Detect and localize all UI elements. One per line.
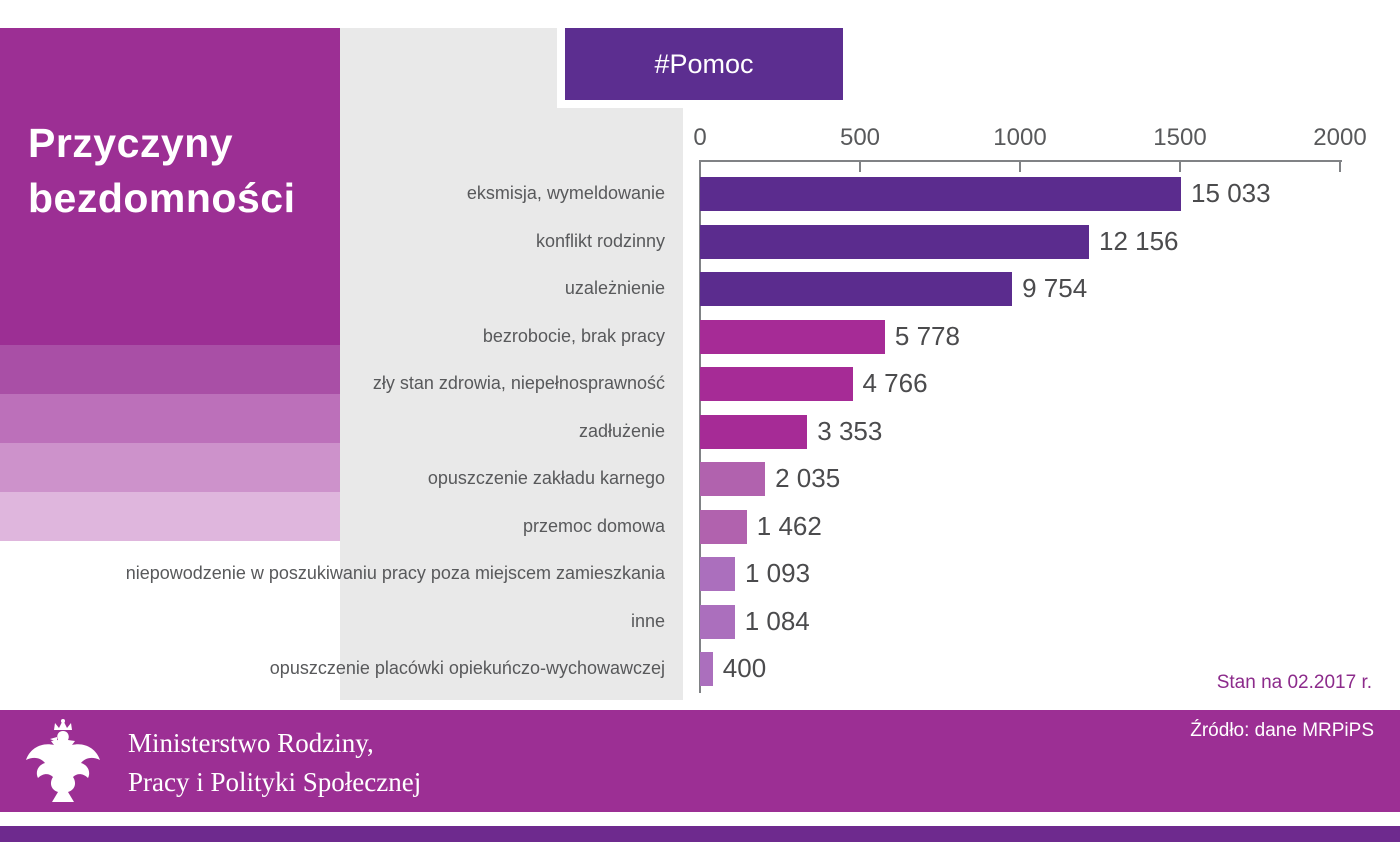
chart-row: przemoc domowa 1 462 <box>0 503 1400 551</box>
chart-row: zły stan zdrowia, niepełnosprawność 4 766 <box>0 360 1400 408</box>
category-label: inne <box>630 610 665 631</box>
chart-row: konflikt rodzinny 12 156 <box>0 218 1400 266</box>
value-label: 3 353 <box>817 415 883 446</box>
value-label: 9 754 <box>1022 273 1088 304</box>
category-label: zadłużenie <box>578 420 665 441</box>
bar <box>700 462 766 496</box>
axis-tick-label: 1500 <box>1153 124 1207 151</box>
category-label: niepowodzenie w poszukiwaniu pracy poza … <box>125 563 665 584</box>
decorative-stripe <box>0 443 340 492</box>
decorative-stripe <box>0 345 340 394</box>
bar <box>700 224 1089 259</box>
axis-tick-label: 0 <box>693 124 707 151</box>
ministry-line2: Pracy i Polityki Społecznej <box>128 767 422 798</box>
polish-eagle-emblem-icon <box>24 718 102 809</box>
bottom-accent-strip <box>0 826 1400 842</box>
category-label: bezrobocie, brak pracy <box>482 325 665 346</box>
title-panel: Przyczyny bezdomności <box>0 28 340 345</box>
axis-tick-label: 1000 <box>993 124 1047 151</box>
chart-row: uzależnienie 9 754 <box>0 265 1400 313</box>
value-label: 1 093 <box>744 558 811 589</box>
value-label: 5 778 <box>894 320 960 351</box>
value-label: 1 084 <box>744 605 810 636</box>
bar <box>700 414 808 449</box>
status-note: Stan na 02.2017 r. <box>1216 672 1372 693</box>
title-line2: bezdomności <box>28 175 296 222</box>
axis-tick-mark <box>1019 160 1021 172</box>
title-line1: Przyczyny <box>28 120 234 166</box>
decorative-stripe <box>0 492 340 541</box>
chart-row: opuszczenie placówki opiekuńczo-wychowaw… <box>0 645 1400 693</box>
category-label: eksmisja, wymeldowanie <box>466 183 665 204</box>
page-title: Przyczyny bezdomności <box>28 116 295 227</box>
bar <box>700 604 735 639</box>
bar <box>700 557 735 591</box>
x-axis-line <box>700 160 1342 162</box>
ministry-name: Ministerstwo Rodziny, Pracy i Polityki S… <box>128 724 421 802</box>
chart-row: bezrobocie, brak pracy 5 778 <box>0 313 1400 361</box>
bar <box>700 509 747 544</box>
category-label: uzależnienie <box>564 278 665 299</box>
axis-tick-mark <box>1179 160 1181 172</box>
chart-row: opuszczenie zakładu karnego 2 035 <box>0 455 1400 503</box>
axis-tick-label: 500 <box>839 124 881 151</box>
chart-row: zadłużenie 3 353 <box>0 408 1400 456</box>
bar <box>700 367 853 401</box>
axis-tick-mark <box>699 160 701 172</box>
hashtag-banner: #Pomoc <box>557 20 851 108</box>
category-label: opuszczenie zakładu karnego <box>427 468 665 489</box>
axis-tick-mark <box>1339 160 1341 172</box>
labels-background <box>340 28 683 700</box>
value-label: 2 035 <box>775 463 841 494</box>
bar <box>700 272 1013 306</box>
category-label: opuszczenie placówki opiekuńczo-wychowaw… <box>269 658 665 679</box>
chart-row: inne 1 084 <box>0 598 1400 646</box>
ministry-line1: Ministerstwo Rodziny, <box>128 728 374 758</box>
value-label: 15 033 <box>1191 178 1271 209</box>
value-label: 1 462 <box>756 510 822 541</box>
value-label: 4 766 <box>862 368 928 399</box>
chart-row: niepowodzenie w poszukiwaniu pracy poza … <box>0 550 1400 598</box>
decorative-stripe <box>0 394 340 443</box>
hashtag-label: #Pomoc <box>565 28 843 100</box>
source-note: Źródło: dane MRPiPS <box>1190 720 1374 741</box>
axis-tick-label: 2000 <box>1313 124 1367 151</box>
category-label: zły stan zdrowia, niepełnosprawność <box>372 373 665 394</box>
footer: Ministerstwo Rodziny, Pracy i Polityki S… <box>0 710 1400 812</box>
bar <box>700 177 1182 211</box>
axis-tick-mark <box>859 160 861 172</box>
value-label: 12 156 <box>1098 225 1179 256</box>
bar <box>700 319 885 354</box>
category-label: konflikt rodzinny <box>535 230 665 251</box>
category-label: przemoc domowa <box>522 515 665 536</box>
chart-row: eksmisja, wymeldowanie 15 033 <box>0 170 1400 218</box>
bar <box>700 652 713 686</box>
value-label: 400 <box>722 653 767 684</box>
